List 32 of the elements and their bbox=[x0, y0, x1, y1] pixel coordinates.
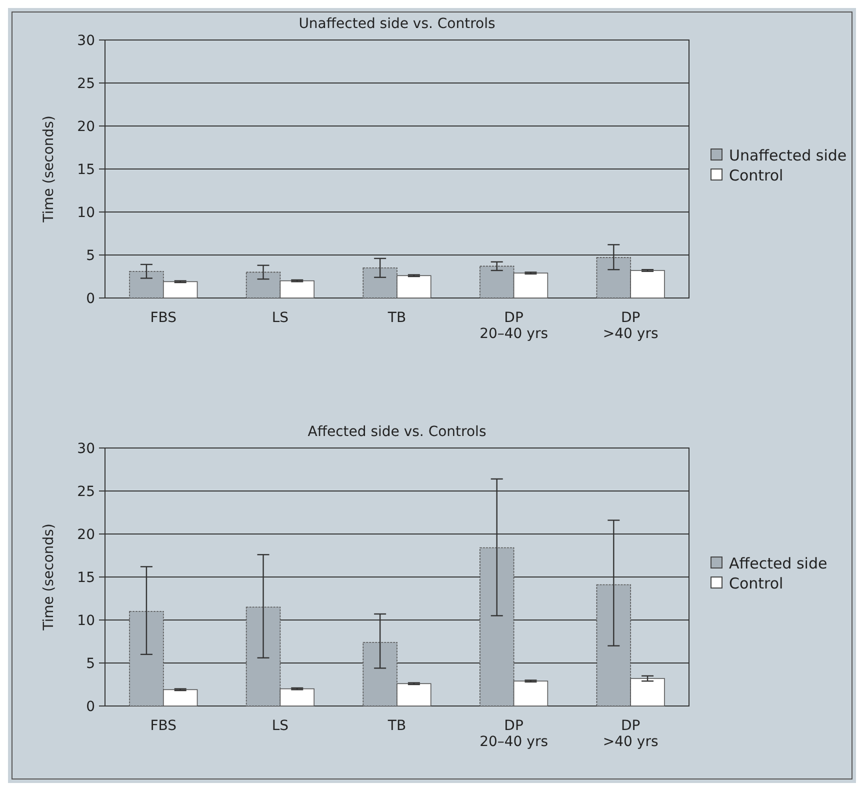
legend-label: Control bbox=[729, 166, 784, 184]
chart-title: Affected side vs. Controls bbox=[308, 424, 486, 440]
y-tick-label: 5 bbox=[86, 656, 95, 672]
x-tick-label: TB bbox=[386, 310, 406, 326]
y-tick-label: 10 bbox=[77, 612, 95, 629]
x-tick-label: FBS bbox=[150, 310, 177, 326]
y-tick-label: 5 bbox=[86, 248, 95, 264]
x-tick-label: TB bbox=[386, 718, 406, 734]
legend-label: Affected side bbox=[729, 554, 828, 572]
x-tick-label: DP >40 yrs bbox=[602, 718, 658, 750]
y-tick-label: 0 bbox=[86, 290, 95, 307]
x-tick-label: LS bbox=[272, 310, 289, 326]
legend-label: Control bbox=[729, 574, 784, 592]
x-tick-label: DP >40 yrs bbox=[602, 310, 658, 342]
y-tick-label: 15 bbox=[77, 570, 95, 586]
legend-label: Unaffected side bbox=[729, 146, 847, 164]
y-axis-title: Time (seconds) bbox=[41, 524, 57, 632]
y-tick-label: 25 bbox=[77, 76, 95, 92]
x-tick-label: DP 20–40 yrs bbox=[480, 718, 548, 750]
y-tick-label: 10 bbox=[77, 204, 95, 221]
y-tick-label: 20 bbox=[77, 118, 95, 135]
y-tick-label: 15 bbox=[77, 162, 95, 178]
y-tick-label: 30 bbox=[77, 32, 95, 49]
chart-title: Unaffected side vs. Controls bbox=[298, 16, 496, 32]
x-tick-label: DP 20–40 yrs bbox=[480, 310, 548, 342]
y-tick-label: 20 bbox=[77, 526, 95, 543]
y-tick-label: 25 bbox=[77, 484, 95, 500]
x-tick-label: LS bbox=[272, 718, 289, 734]
x-tick-label: FBS bbox=[150, 718, 177, 734]
y-tick-label: 0 bbox=[86, 698, 95, 715]
y-tick-label: 30 bbox=[77, 440, 95, 457]
y-axis-title: Time (seconds) bbox=[41, 116, 57, 224]
